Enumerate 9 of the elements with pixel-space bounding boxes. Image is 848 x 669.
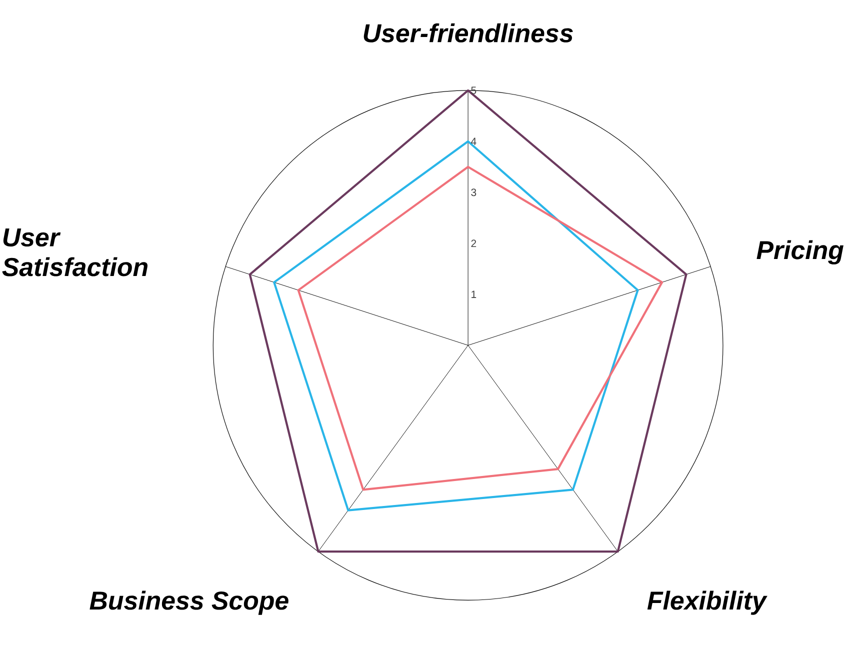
spoke-label: Business Scope <box>90 590 288 615</box>
y-tick-label: 1 <box>472 290 476 298</box>
y-tick-label: 3 <box>471 188 476 196</box>
spoke-label: Pricing <box>756 240 844 264</box>
spoke-label: Flexibility <box>647 590 768 615</box>
spoke-label: User-friendliness <box>364 23 573 42</box>
spoke-label: User Satisfaction <box>2 228 148 276</box>
y-tick-label: 2 <box>471 239 476 247</box>
y-tick-label: 4 <box>470 138 476 145</box>
